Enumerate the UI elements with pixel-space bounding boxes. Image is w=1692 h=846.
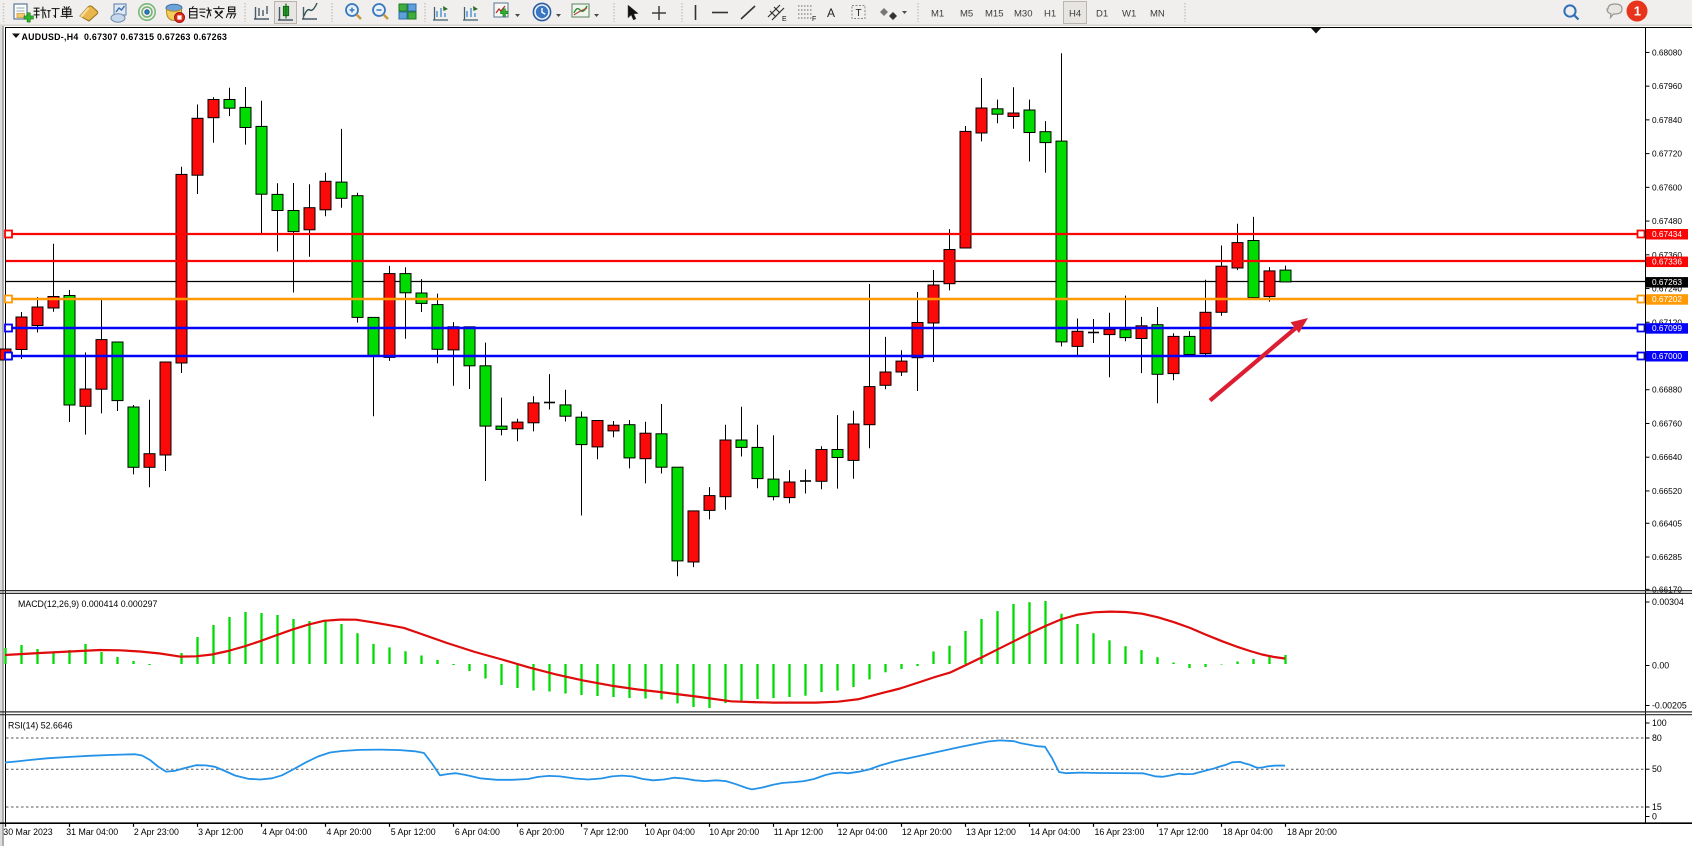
svg-text:17 Apr 12:00: 17 Apr 12:00 — [1159, 827, 1209, 837]
svg-text:10 Apr 20:00: 10 Apr 20:00 — [709, 827, 759, 837]
svg-text:0.67202: 0.67202 — [1652, 294, 1682, 304]
svg-text:0.67336: 0.67336 — [1652, 257, 1682, 267]
svg-text:0.66760: 0.66760 — [1652, 418, 1682, 428]
svg-text:11 Apr 12:00: 11 Apr 12:00 — [774, 827, 823, 837]
svg-text:0.67263: 0.67263 — [1652, 277, 1682, 287]
svg-text:0.68080: 0.68080 — [1652, 47, 1682, 57]
svg-text:0.66520: 0.66520 — [1652, 486, 1682, 496]
svg-text:18 Apr 04:00: 18 Apr 04:00 — [1223, 827, 1273, 837]
svg-text:100: 100 — [1652, 718, 1667, 728]
svg-text:0.67240: 0.67240 — [1652, 284, 1682, 294]
svg-text:3 Apr 12:00: 3 Apr 12:00 — [198, 827, 243, 837]
svg-text:6 Apr 04:00: 6 Apr 04:00 — [455, 827, 500, 837]
svg-text:0.67840: 0.67840 — [1652, 115, 1682, 125]
svg-text:5 Apr 12:00: 5 Apr 12:00 — [391, 827, 436, 837]
svg-text:H1: H1 — [1044, 9, 1056, 20]
svg-text:0.66285: 0.66285 — [1652, 552, 1682, 562]
svg-text:E: E — [782, 16, 787, 23]
svg-text:0.67720: 0.67720 — [1652, 149, 1682, 159]
svg-text:4 Apr 20:00: 4 Apr 20:00 — [327, 827, 372, 837]
svg-text:AUDUSD-,H4 0.67307 0.67315 0.: AUDUSD-,H4 0.67307 0.67315 0.67263 0.672… — [22, 32, 228, 42]
svg-text:4 Apr 04:00: 4 Apr 04:00 — [262, 827, 307, 837]
svg-text:0.67099: 0.67099 — [1652, 323, 1682, 333]
svg-text:F: F — [812, 16, 816, 23]
svg-text:31 Mar 04:00: 31 Mar 04:00 — [66, 827, 118, 837]
svg-text:0.66880: 0.66880 — [1652, 385, 1682, 395]
svg-text:0.67120: 0.67120 — [1652, 317, 1682, 327]
svg-text:M30: M30 — [1014, 9, 1032, 20]
svg-text:-0.00205: -0.00205 — [1652, 701, 1687, 711]
svg-text:RSI(14) 52.6646: RSI(14) 52.6646 — [8, 721, 73, 731]
svg-text:W1: W1 — [1122, 9, 1136, 20]
svg-text:0.00304: 0.00304 — [1652, 597, 1684, 607]
svg-text:1: 1 — [1634, 4, 1641, 19]
svg-text:12 Apr 04:00: 12 Apr 04:00 — [838, 827, 888, 837]
svg-text:30 Mar 2023: 30 Mar 2023 — [3, 827, 52, 837]
svg-text:0: 0 — [1652, 812, 1657, 822]
svg-text:2 Apr 23:00: 2 Apr 23:00 — [134, 827, 179, 837]
svg-text:MN: MN — [1150, 9, 1165, 20]
svg-text:M5: M5 — [960, 9, 973, 20]
svg-text:16 Apr 23:00: 16 Apr 23:00 — [1094, 827, 1144, 837]
svg-text:14 Apr 04:00: 14 Apr 04:00 — [1030, 827, 1080, 837]
svg-text:0.67360: 0.67360 — [1652, 250, 1682, 260]
svg-text:18 Apr 20:00: 18 Apr 20:00 — [1287, 827, 1337, 837]
svg-text:0.67960: 0.67960 — [1652, 81, 1682, 91]
svg-text:0.00: 0.00 — [1652, 661, 1669, 671]
svg-text:0.66170: 0.66170 — [1652, 584, 1682, 594]
svg-text:D1: D1 — [1096, 9, 1108, 20]
svg-text:50: 50 — [1652, 764, 1662, 774]
svg-text:15: 15 — [1652, 802, 1662, 812]
svg-text:MACD(12,26,9) 0.000414 0.00029: MACD(12,26,9) 0.000414 0.000297 — [18, 599, 157, 609]
svg-text:0.66640: 0.66640 — [1652, 452, 1682, 462]
svg-text:0.67000: 0.67000 — [1652, 351, 1682, 361]
svg-text:0.67600: 0.67600 — [1652, 182, 1682, 192]
svg-text:A: A — [827, 6, 835, 20]
svg-text:0.67434: 0.67434 — [1652, 229, 1682, 239]
svg-text:0.67480: 0.67480 — [1652, 216, 1682, 226]
svg-text:13 Apr 12:00: 13 Apr 12:00 — [966, 827, 1016, 837]
svg-text:H4: H4 — [1069, 9, 1081, 20]
svg-text:M1: M1 — [931, 9, 944, 20]
svg-text:80: 80 — [1652, 733, 1662, 743]
svg-text:6 Apr 20:00: 6 Apr 20:00 — [519, 827, 564, 837]
svg-text:10 Apr 04:00: 10 Apr 04:00 — [645, 827, 695, 837]
svg-text:M15: M15 — [985, 9, 1003, 20]
svg-text:0.66405: 0.66405 — [1652, 518, 1682, 528]
svg-text:T: T — [856, 8, 862, 19]
svg-text:7 Apr 12:00: 7 Apr 12:00 — [583, 827, 628, 837]
svg-text:12 Apr 20:00: 12 Apr 20:00 — [902, 827, 952, 837]
